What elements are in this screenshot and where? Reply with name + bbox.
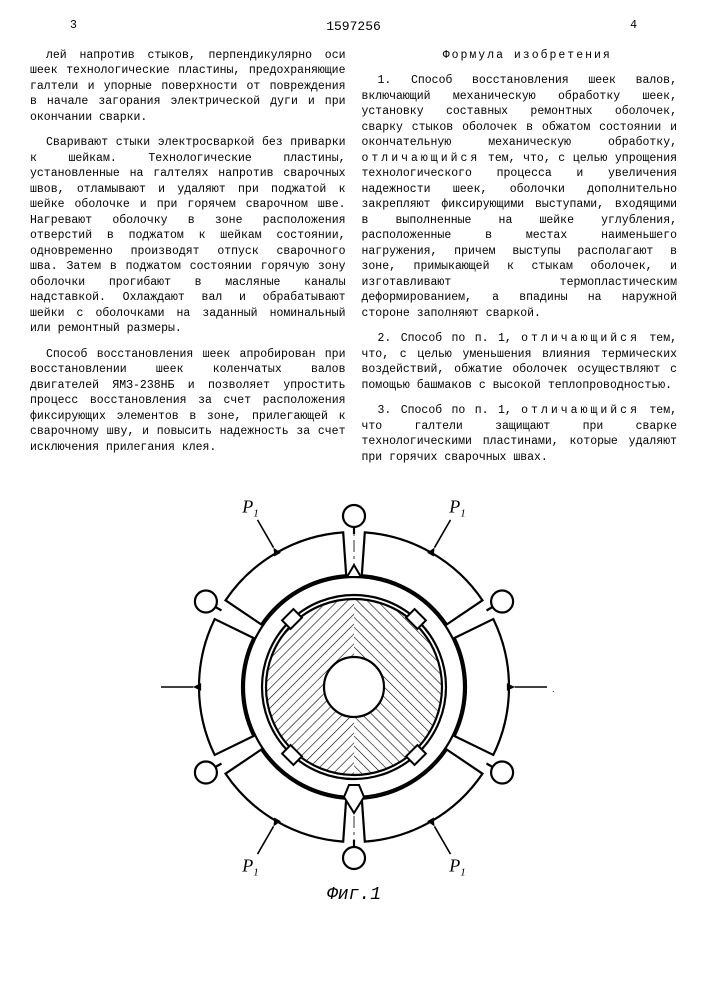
column-left: лей напротив стыков, перпендикулярно оси…: [30, 48, 346, 476]
column-right: Формула изобретения 1. Способ восстановл…: [362, 48, 678, 476]
text-columns: лей напротив стыков, перпендикулярно оси…: [30, 48, 677, 476]
para: Сваривают стыки электросваркой без прива…: [30, 135, 346, 337]
figure-1: P1 P1 P1 P1 P1 P1 Фиг.1: [30, 487, 677, 907]
page-number-right: 4: [630, 18, 637, 34]
claim-2: 2. Способ по п. 1, отличающийся тем, что…: [362, 331, 678, 393]
svg-text:P1: P1: [241, 856, 259, 879]
figure-label: Фиг.1: [326, 885, 380, 905]
claim-1: 1. Способ восстановления шеек валов, вкл…: [362, 73, 678, 321]
para: Способ восстановления шеек апробирован п…: [30, 347, 346, 456]
figure-svg: P1 P1 P1 P1 P1 P1 Фиг.1: [154, 487, 554, 907]
claim-3: 3. Способ по п. 1, отличающийся тем, что…: [362, 403, 678, 465]
svg-text:P1: P1: [154, 676, 155, 699]
patent-number: 1597256: [326, 18, 381, 36]
page-number-left: 3: [70, 18, 77, 34]
svg-text:P1: P1: [551, 676, 553, 699]
claims-title: Формула изобретения: [362, 48, 678, 64]
svg-text:P1: P1: [448, 497, 466, 520]
svg-text:P1: P1: [241, 497, 259, 520]
para: лей напротив стыков, перпендикулярно оси…: [30, 48, 346, 126]
svg-text:P1: P1: [448, 856, 466, 879]
